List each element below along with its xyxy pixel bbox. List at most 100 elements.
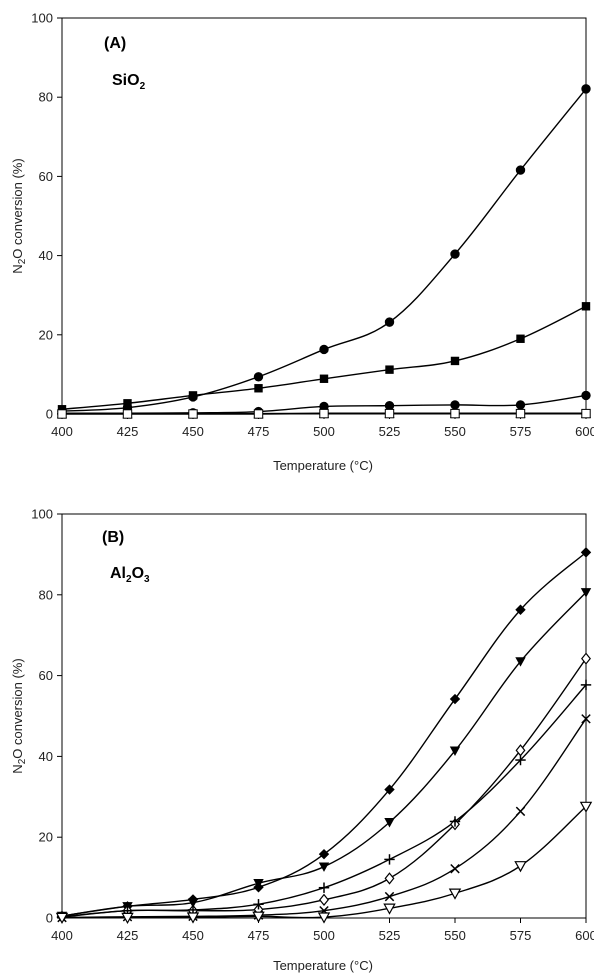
data-point-circle	[581, 390, 591, 401]
data-point-circle	[450, 249, 460, 259]
y-axis-title-post: O conversion (%)	[10, 158, 25, 258]
series-line	[61, 718, 587, 919]
data-point-triangle-down	[580, 588, 592, 598]
x-tick-label: 450	[182, 424, 204, 439]
annotation-main: Al	[110, 565, 126, 582]
x-tick-label: 525	[379, 424, 401, 439]
series-line	[61, 591, 587, 917]
data-point-diamond	[384, 784, 395, 795]
x-tick-label: 550	[444, 928, 466, 943]
annotation-subscript: 2	[126, 574, 132, 585]
x-tick-label: 450	[182, 928, 204, 943]
y-axis-title: N2O conversion (%)	[10, 158, 28, 273]
data-point-triangle-down-open	[383, 903, 396, 915]
y-tick-label: 20	[39, 830, 53, 845]
panel-label: (B)	[102, 529, 124, 546]
data-point-square	[581, 302, 591, 311]
plot-frame	[61, 17, 587, 415]
data-point-diamond	[515, 604, 526, 615]
data-point-plus	[384, 854, 395, 865]
y-axis-title-pre: N	[10, 764, 25, 773]
data-point-plus	[449, 816, 461, 827]
y-tick-label: 40	[39, 248, 53, 263]
data-point-plus	[253, 899, 264, 910]
x-tick-label: 475	[248, 928, 270, 943]
data-point-square-open	[384, 408, 395, 419]
x-tick-label: 600	[575, 424, 594, 439]
data-point-triangle-down	[515, 657, 526, 667]
x-tick-label: 500	[313, 424, 335, 439]
data-point-circle	[253, 372, 264, 382]
y-tick-label: 0	[46, 911, 53, 926]
annotation-main: SiO	[112, 72, 140, 89]
data-point-square	[516, 334, 525, 343]
data-point-diamond-open	[384, 872, 395, 885]
data-point-square-open	[581, 408, 591, 419]
data-point-square	[319, 374, 329, 383]
data-point-plus	[580, 679, 592, 691]
data-point-plus	[515, 754, 526, 766]
data-point-circle	[515, 400, 526, 410]
data-point-diamond-open	[581, 652, 591, 665]
data-point-triangle-down-open	[579, 801, 593, 813]
y-axis-title-post: O conversion (%)	[10, 658, 25, 758]
data-point-triangle-down	[449, 746, 461, 756]
data-point-triangle-down-open	[448, 888, 462, 900]
x-tick-label: 500	[313, 928, 335, 943]
data-point-diamond	[318, 848, 330, 860]
x-tick-label: 400	[51, 928, 73, 943]
data-point-circle	[384, 317, 395, 327]
data-point-plus	[318, 882, 330, 893]
y-axis-title-subscript: 2	[17, 258, 28, 264]
data-point-triangle-down-open	[252, 911, 265, 923]
y-tick-label: 80	[39, 90, 53, 105]
y-axis-title-pre: N	[10, 264, 25, 273]
data-point-square-open	[253, 409, 264, 419]
x-tick-label: 550	[444, 424, 466, 439]
data-point-square	[188, 391, 198, 400]
y-tick-label: 0	[46, 407, 53, 422]
x-tick-label: 600	[575, 928, 594, 943]
y-tick-label: 100	[31, 11, 53, 26]
data-point-square-open	[188, 409, 198, 419]
data-point-circle	[450, 400, 460, 410]
data-point-triangle-down-open	[514, 861, 527, 873]
data-point-cross	[515, 806, 526, 817]
data-point-circle	[319, 344, 329, 355]
series-line	[61, 551, 587, 917]
plot-area: 0 20 40 60 80 100 400 425 450 475 500 525 550 575 600	[31, 507, 594, 944]
x-tick-label: 425	[117, 928, 139, 943]
data-point-circle	[581, 84, 591, 94]
data-point-square-open	[319, 408, 329, 419]
x-tick-label: 525	[379, 928, 401, 943]
data-point-circle	[515, 165, 526, 175]
y-tick-label: 40	[39, 749, 53, 764]
x-tick-label: 575	[510, 928, 532, 943]
data-point-diamond-open	[319, 893, 329, 906]
y-axis-title: N2O conversion (%)	[10, 658, 28, 773]
data-point-square	[254, 384, 263, 393]
data-point-cross	[581, 714, 591, 724]
x-axis-title: Temperature (°C)	[273, 958, 373, 973]
data-point-square-open	[122, 409, 133, 419]
material-annotation: SiO2	[112, 72, 146, 92]
material-annotation: Al2O3	[110, 565, 150, 585]
x-tick-label: 575	[510, 424, 532, 439]
panel-label: (A)	[104, 35, 126, 52]
data-point-cross	[450, 863, 460, 874]
data-point-cross	[384, 891, 395, 902]
data-point-square-open	[450, 408, 460, 419]
data-point-triangle-down-open	[317, 912, 331, 924]
y-tick-label: 20	[39, 327, 53, 342]
annotation-main-2: O	[132, 565, 144, 582]
data-point-triangle-down	[187, 898, 199, 908]
data-point-diamond	[580, 547, 592, 558]
x-tick-label: 475	[248, 424, 270, 439]
data-point-square	[123, 399, 132, 408]
data-point-square	[385, 365, 394, 374]
y-tick-label: 60	[39, 169, 53, 184]
data-point-triangle-down	[384, 818, 395, 828]
x-axis-title: Temperature (°C)	[273, 458, 373, 473]
